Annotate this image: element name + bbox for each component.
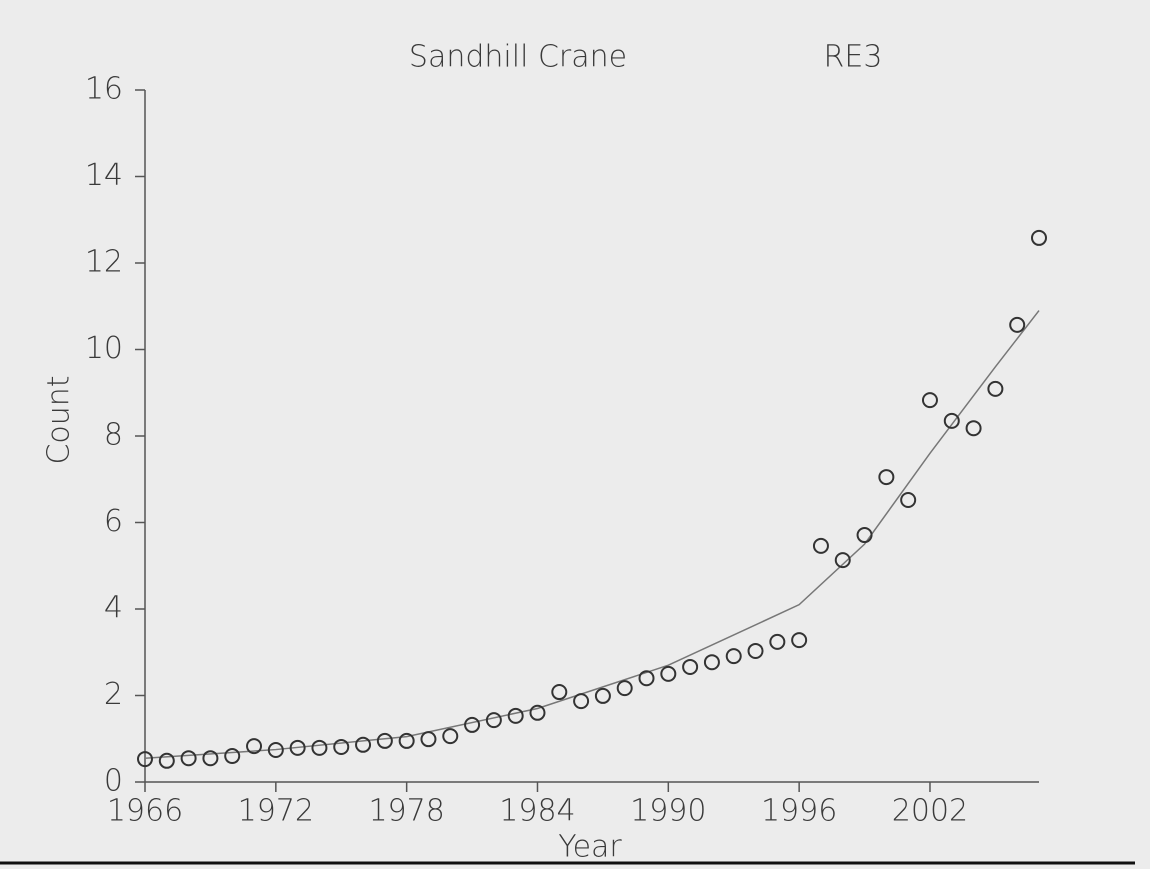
data-point	[376, 732, 393, 749]
x-tick-label: 1978	[368, 794, 444, 829]
chart-subtitle: RE3	[824, 40, 883, 75]
data-point	[333, 738, 350, 755]
y-tick-label: 14	[85, 158, 123, 193]
data-point	[921, 392, 938, 409]
data-point	[267, 741, 284, 758]
data-point	[180, 750, 197, 767]
x-tick-label: 1984	[499, 794, 575, 829]
data-point	[420, 731, 437, 748]
data-point	[682, 658, 699, 675]
y-tick-label: 16	[85, 72, 123, 107]
data-point	[878, 469, 895, 486]
y-tick-label: 2	[104, 677, 123, 712]
data-point	[943, 412, 960, 429]
data-point	[442, 728, 459, 745]
data-point	[246, 738, 263, 755]
data-point	[1009, 316, 1026, 333]
chart-title: Sandhill Crane	[409, 40, 627, 75]
data-point	[965, 420, 982, 437]
data-point	[987, 380, 1004, 397]
y-tick-label: 12	[85, 245, 123, 280]
data-point	[747, 642, 764, 659]
data-point	[464, 716, 481, 733]
data-point	[224, 748, 241, 765]
data-point	[856, 527, 873, 544]
x-axis-label: Year	[558, 830, 622, 865]
y-axis-label: Count	[42, 375, 77, 464]
data-point	[616, 680, 633, 697]
data-point	[507, 707, 524, 724]
data-point	[594, 687, 611, 704]
data-point	[900, 492, 917, 509]
data-point	[769, 633, 786, 650]
data-point	[573, 693, 590, 710]
data-point	[1031, 229, 1047, 246]
data-point	[355, 736, 372, 753]
x-tick-label: 1972	[238, 794, 314, 829]
data-point	[791, 632, 808, 649]
data-point	[703, 654, 720, 671]
data-point	[485, 712, 502, 729]
y-tick-label: 8	[104, 418, 123, 453]
y-tick-label: 4	[104, 591, 123, 626]
y-tick-label: 0	[104, 764, 123, 799]
data-point	[158, 752, 175, 769]
data-point	[660, 665, 677, 682]
y-tick-label: 6	[104, 504, 123, 539]
data-point	[311, 739, 328, 756]
data-point	[137, 751, 153, 768]
data-point	[289, 739, 306, 756]
data-point	[834, 552, 851, 569]
x-tick-label: 1990	[630, 794, 706, 829]
data-point	[812, 537, 829, 554]
data-point	[398, 732, 415, 749]
data-point	[638, 670, 655, 687]
x-tick-label: 1966	[107, 794, 183, 829]
data-point	[551, 684, 568, 701]
x-tick-label: 1996	[761, 794, 837, 829]
data-point	[202, 750, 219, 767]
y-tick-label: 10	[85, 331, 123, 366]
data-point	[529, 704, 546, 721]
fit-line	[144, 310, 1040, 759]
x-tick-label: 2002	[892, 794, 968, 829]
data-point	[725, 648, 742, 665]
